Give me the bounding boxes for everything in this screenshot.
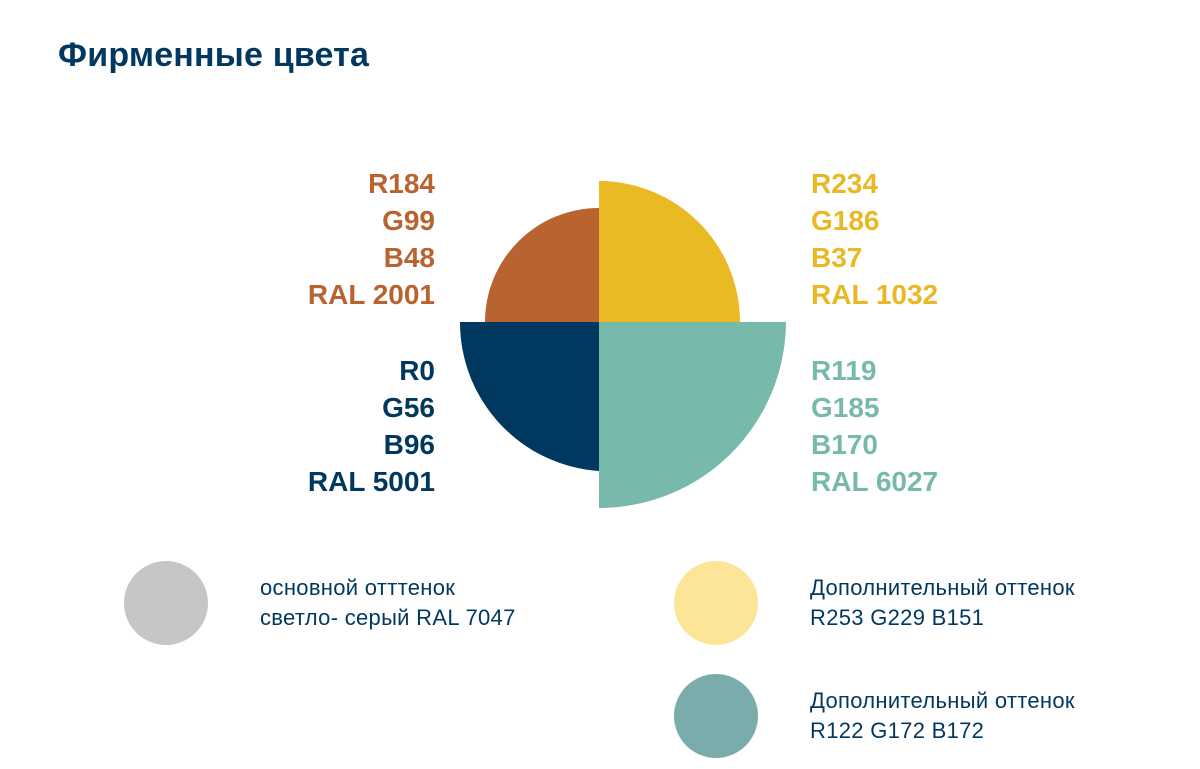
shade-label: основной отттенок xyxy=(260,575,456,600)
shade-code: R253 G229 B151 xyxy=(810,605,985,630)
yellow-b-value: B37 xyxy=(811,242,863,273)
light-yellow-swatch xyxy=(674,561,758,645)
orange-r-value: R184 xyxy=(368,168,435,199)
orange-color-codes: R184 G99 B48 RAL 2001 xyxy=(308,165,435,313)
blue-gray-swatch xyxy=(674,674,758,758)
yellow-g-value: G186 xyxy=(811,205,880,236)
light-yellow-description: Дополнительный оттенок R253 G229 B151 xyxy=(810,573,1075,633)
orange-ral-value: RAL 2001 xyxy=(307,279,435,310)
teal-b-value: B170 xyxy=(811,429,878,460)
yellow-color-codes: R234 G186 B37 RAL 1032 xyxy=(811,165,938,313)
yellow-r-value: R234 xyxy=(811,168,878,199)
teal-g-value: G185 xyxy=(811,392,880,423)
navy-quadrant xyxy=(459,322,599,471)
navy-r-value: R0 xyxy=(399,355,435,386)
teal-r-value: R119 xyxy=(811,355,877,386)
orange-g-value: G99 xyxy=(382,205,435,236)
yellow-ral-value: RAL 1032 xyxy=(811,279,939,310)
shade-label: Дополнительный оттенок xyxy=(810,688,1075,713)
light-gray-swatch xyxy=(124,561,208,645)
teal-quadrant xyxy=(599,322,786,508)
shade-code: светло- серый RAL 7047 xyxy=(260,605,516,630)
teal-color-codes: R119 G185 B170 RAL 6027 xyxy=(811,352,938,500)
navy-color-codes: R0 G56 B96 RAL 5001 xyxy=(308,352,435,500)
navy-g-value: G56 xyxy=(382,392,435,423)
orange-b-value: B48 xyxy=(383,242,435,273)
teal-ral-value: RAL 6027 xyxy=(811,466,939,497)
light-gray-description: основной отттенок светло- серый RAL 7047 xyxy=(260,573,516,633)
navy-ral-value: RAL 5001 xyxy=(307,466,435,497)
page-title: Фирменные цвета xyxy=(58,36,370,74)
navy-b-value: B96 xyxy=(383,429,435,460)
yellow-quadrant xyxy=(599,181,740,322)
blue-gray-description: Дополнительный оттенок R122 G172 B172 xyxy=(810,686,1075,746)
shade-label: Дополнительный оттенок xyxy=(810,575,1075,600)
orange-quadrant xyxy=(485,208,599,322)
shade-code: R122 G172 B172 xyxy=(810,718,985,743)
